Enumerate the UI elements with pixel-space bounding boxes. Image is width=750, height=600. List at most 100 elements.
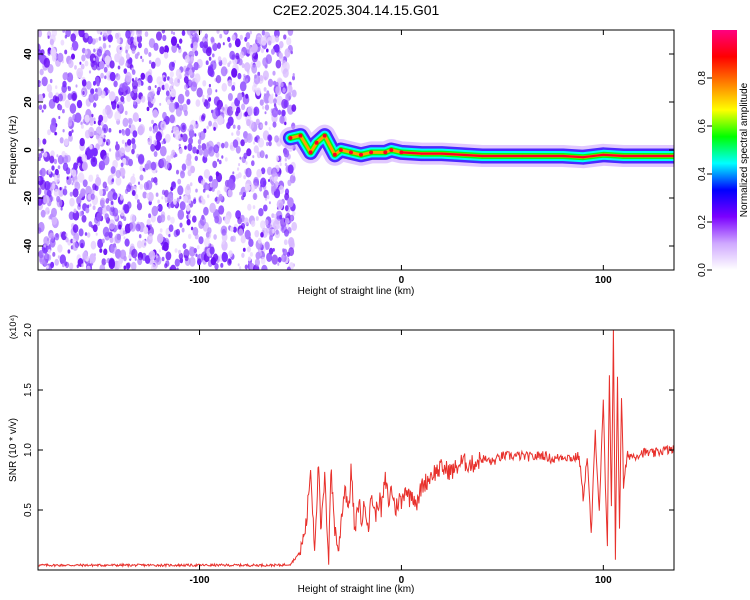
noise-speckle [146,219,151,226]
noise-speckle [224,141,229,149]
noise-speckle [51,183,56,190]
noise-speckle [54,96,60,104]
noise-speckle [130,261,137,270]
noise-speckle [279,41,284,49]
noise-speckle [118,192,121,197]
noise-speckle [247,256,251,262]
noise-speckle [55,233,59,238]
noise-speckle [263,87,267,92]
noise-speckle [242,247,246,252]
noise-speckle [286,266,291,270]
noise-speckle [179,201,186,211]
noise-speckle [51,207,57,218]
noise-speckle [58,104,63,111]
noise-speckle [192,33,199,44]
noise-speckle [209,202,216,213]
noise-speckle [264,63,268,69]
noise-speckle [114,96,119,103]
noise-speckle [201,198,206,205]
noise-speckle [115,169,121,179]
noise-speckle [268,141,272,147]
noise-speckle [235,110,239,117]
noise-speckle [134,193,139,200]
noise-speckle [223,30,229,35]
noise-speckle [80,188,86,197]
noise-speckle [117,261,122,269]
noise-speckle [260,36,267,46]
noise-speckle [155,131,162,142]
noise-speckle [135,77,138,82]
noise-speckle [102,30,109,36]
noise-speckle [213,234,217,240]
noise-speckle [255,251,261,260]
noise-speckle [280,82,284,88]
noise-speckle [154,57,161,67]
noise-speckle [195,253,198,257]
noise-speckle [135,223,141,232]
noise-speckle [221,239,225,245]
noise-speckle [49,122,57,133]
noise-speckle [196,87,203,98]
noise-speckle [124,207,128,213]
noise-speckle [125,128,131,137]
noise-speckle [253,176,259,186]
noise-speckle [274,35,280,43]
noise-speckle [189,256,196,267]
noise-speckle [244,111,248,117]
noise-speckle [50,261,55,269]
noise-speckle [43,236,50,246]
noise-speckle [290,214,294,221]
noise-speckle [275,85,282,96]
noise-speckle [102,208,107,216]
noise-speckle [195,99,201,107]
noise-speckle [273,176,277,182]
noise-speckle [68,211,75,220]
noise-speckle [142,191,147,199]
noise-speckle [239,34,243,41]
noise-speckle [226,106,234,117]
noise-speckle [126,262,131,269]
noise-speckle [128,124,131,129]
noise-speckle [115,141,118,145]
snr-y-tick-label: 2.0 [23,323,34,337]
noise-speckle [228,42,232,48]
noise-speckle [105,198,110,204]
noise-speckle [176,197,180,203]
noise-speckle [110,166,116,174]
noise-speckle [69,191,73,197]
noise-speckle [118,209,121,214]
noise-speckle [259,75,264,82]
noise-speckle [87,193,93,201]
noise-speckle [175,68,182,78]
noise-speckle [123,68,128,74]
noise-speckle [157,203,163,212]
noise-speckle [91,60,98,71]
noise-speckle [52,54,57,62]
noise-speckle [88,174,94,182]
noise-speckle [58,115,61,120]
noise-speckle [251,43,258,53]
noise-speckle [121,139,125,144]
noise-speckle [102,36,106,42]
noise-speckle [59,137,64,144]
noise-speckle [264,104,270,111]
noise-speckle [170,30,174,35]
noise-speckle [227,79,233,87]
noise-speckle [194,73,201,83]
noise-speckle [185,204,191,212]
noise-speckle [148,213,152,219]
noise-speckle [237,92,243,101]
noise-speckle [64,49,68,55]
noise-speckle [259,99,264,106]
noise-speckle [285,217,290,225]
noise-speckle [56,154,59,158]
noise-speckle [96,87,103,97]
noise-speckle [82,179,88,188]
noise-speckle [156,76,162,85]
noise-speckle [125,62,128,67]
noise-speckle [38,227,42,234]
noise-speckle [277,172,281,177]
noise-speckle [153,151,158,157]
noise-speckle [214,215,220,224]
noise-speckle [170,88,177,98]
